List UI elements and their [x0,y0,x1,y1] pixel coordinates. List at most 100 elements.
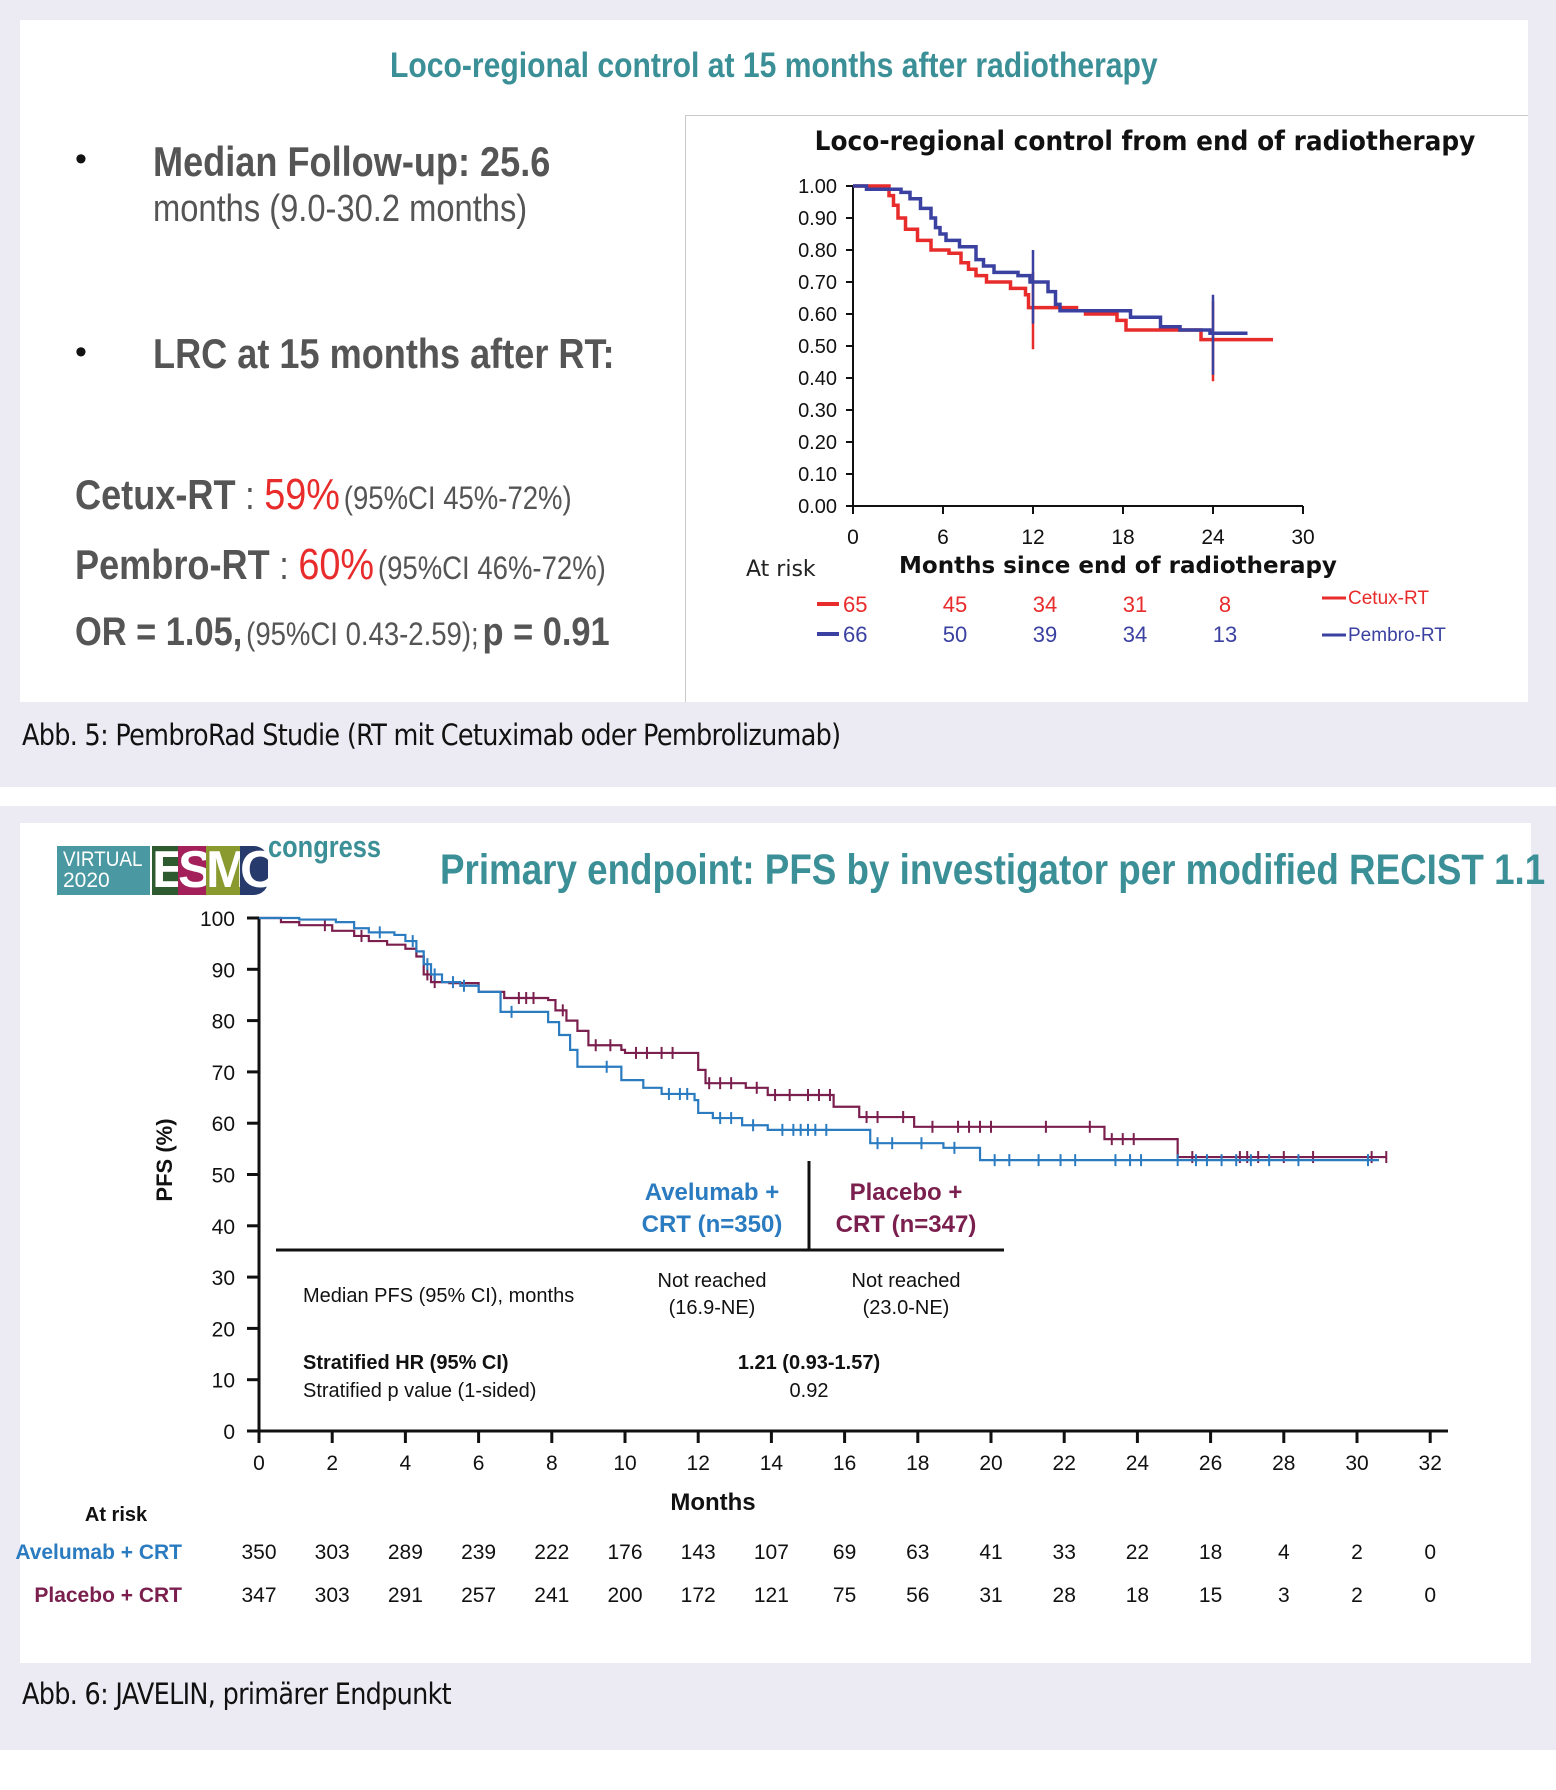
at-risk-value: 172 [681,1584,716,1607]
at-risk-value: 0 [1424,1584,1436,1607]
at-risk-value: 347 [241,1584,276,1607]
x-tick-label: 4 [400,1452,412,1475]
result-arm: Pembro-RT [75,541,270,588]
at-risk-value: 34 [1123,622,1147,647]
at-risk-value: 31 [1123,592,1147,617]
bullet-followup-bold: Median Follow-up: 25.6 [153,138,551,185]
result-ci: (95%CI 45%-72%) [343,480,572,516]
panel-divider-vertical [685,115,686,702]
at-risk-value: 3 [1278,1584,1290,1607]
x-tick-label: 24 [1126,1452,1150,1475]
figure5-slide-title: Loco-regional control at 15 months after… [390,46,1158,85]
at-risk-value: 66 [843,622,867,647]
at-risk-value: 303 [315,1584,350,1607]
arm2-header-line1: Placebo + [850,1179,963,1206]
x-tick-label: 24 [1201,526,1225,549]
at-risk-value: 4 [1278,1541,1290,1564]
at-risk-label: At risk [746,557,816,582]
esmo-logo: VIRTUAL 2020 ESMO congress [57,829,387,899]
x-tick-label: 6 [937,526,949,549]
arm1-median-ci: (16.9-NE) [669,1297,756,1319]
arm1-header-line1: Avelumab + [645,1179,780,1206]
y-tick-label: 0.70 [798,272,837,294]
panel-divider-horizontal [685,115,1528,116]
at-risk-value: 15 [1199,1584,1222,1607]
at-risk-value: 239 [461,1541,496,1564]
arm2-median-ci: (23.0-NE) [863,1297,950,1319]
odds-ratio-line: OR = 1.05, (95%CI 0.43-2.59); p = 0.91 [75,610,610,655]
logo-year: 2020 [63,869,110,892]
median-pfs-label: Median PFS (95% CI), months [303,1285,574,1307]
figure6-caption: Abb. 6: JAVELIN, primärer Endpunkt [22,1677,452,1711]
result-ci: (95%CI 46%-72%) [377,550,606,586]
at-risk-value: 39 [1033,622,1057,647]
at-risk-value: 34 [1033,592,1057,617]
at-risk-value: 65 [843,592,867,617]
at-risk-value: 33 [1053,1541,1076,1564]
at-risk-value: 291 [388,1584,423,1607]
at-risk-value: 75 [833,1584,856,1607]
p-value: 0.92 [790,1380,829,1402]
x-tick-label: 28 [1272,1452,1295,1475]
figure5-caption: Abb. 5: PembroRad Studie (RT mit Cetuxim… [22,718,841,752]
odds-ratio: OR = 1.05, [75,610,243,654]
figure6-slide-title: Primary endpoint: PFS by investigator pe… [440,846,1546,894]
x-tick-label: 0 [253,1452,265,1475]
at-risk-value: 63 [906,1541,929,1564]
logo-virtual: VIRTUAL [63,848,143,871]
bullet-lrc: LRC at 15 months after RT: [153,330,615,377]
result-sep: : [269,544,299,588]
bullet-followup-normal: months (9.0-30.2 months) [153,188,528,230]
y-tick-label: 0.90 [798,208,837,230]
hr-label: Stratified HR (95% CI) [303,1352,509,1374]
y-tick-label: 0 [223,1421,235,1444]
at-risk-value: 143 [681,1541,716,1564]
result-value: 60% [298,540,375,589]
x-tick-label: 12 [687,1452,710,1475]
y-tick-label: 80 [212,1011,235,1034]
y-tick-label: 70 [212,1062,235,1085]
km-curve-pembro-rt [853,184,1248,335]
x-tick-label: 10 [613,1452,636,1475]
y-tick-label: 20 [212,1318,235,1341]
y-tick-label: 0.40 [798,368,837,390]
at-risk-value: 56 [906,1584,929,1607]
km-curve [259,916,1379,1162]
at-risk-value: 176 [607,1541,642,1564]
x-tick-label: 32 [1419,1452,1442,1475]
at-risk-value: 2 [1351,1541,1363,1564]
x-tick-label: 30 [1345,1452,1368,1475]
at-risk-value: 241 [534,1584,569,1607]
at-risk-value: 107 [754,1541,789,1564]
x-axis-label: Months [670,1489,755,1516]
y-tick-label: 0.20 [798,432,837,454]
y-tick-label: 0.10 [798,464,837,486]
at-risk-value: 2 [1351,1584,1363,1607]
y-tick-label: 50 [212,1165,235,1188]
at-risk-value: 222 [534,1541,569,1564]
lrc-chart: Loco-regional control from end of radiot… [746,126,1476,647]
result-value: 59% [264,470,340,519]
x-tick-label: 0 [847,526,859,549]
y-tick-label: 0.30 [798,400,837,422]
result-sep: : [235,474,265,518]
result-arm: Cetux-RT [75,471,236,518]
x-tick-label: 22 [1053,1452,1076,1475]
bullet-dot: • [75,140,87,178]
at-risk-value: 22 [1126,1541,1149,1564]
y-tick-label: 90 [212,959,235,982]
at-risk-value: 31 [979,1584,1002,1607]
result-pembro: Pembro-RT : 60% (95%CI 46%-72%) [75,540,606,590]
x-tick-label: 6 [473,1452,485,1475]
y-tick-label: 1.00 [798,176,837,198]
at-risk-value: 121 [754,1584,789,1607]
arm1-header-line2: CRT (n=350) [642,1211,783,1238]
legend-label: Cetux-RT [1348,588,1429,609]
chart-title: Loco-regional control from end of radiot… [815,126,1476,157]
y-tick-label: 40 [212,1216,235,1239]
at-risk-value: 0 [1424,1541,1436,1564]
at-risk-value: 41 [979,1541,1002,1564]
x-tick-label: 20 [979,1452,1002,1475]
x-axis-label: Months since end of radiotherapy [899,553,1337,579]
